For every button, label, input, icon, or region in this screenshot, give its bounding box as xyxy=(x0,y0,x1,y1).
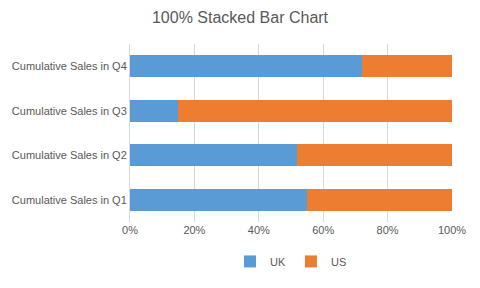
svg-text:UK: UK xyxy=(270,256,286,268)
svg-text:0%: 0% xyxy=(122,224,138,236)
svg-text:Cumulative Sales in Q4: Cumulative Sales in Q4 xyxy=(12,60,127,72)
svg-text:US: US xyxy=(331,256,346,268)
svg-text:40%: 40% xyxy=(248,224,270,236)
svg-text:Cumulative Sales in Q1: Cumulative Sales in Q1 xyxy=(12,194,127,206)
svg-text:100% Stacked Bar Chart: 100% Stacked Bar Chart xyxy=(152,9,329,26)
svg-text:80%: 80% xyxy=(377,224,399,236)
svg-text:20%: 20% xyxy=(183,224,205,236)
svg-text:Cumulative Sales in Q2: Cumulative Sales in Q2 xyxy=(12,149,127,161)
svg-text:Cumulative Sales in Q3: Cumulative Sales in Q3 xyxy=(12,105,127,117)
svg-text:100%: 100% xyxy=(438,224,466,236)
svg-text:60%: 60% xyxy=(312,224,334,236)
